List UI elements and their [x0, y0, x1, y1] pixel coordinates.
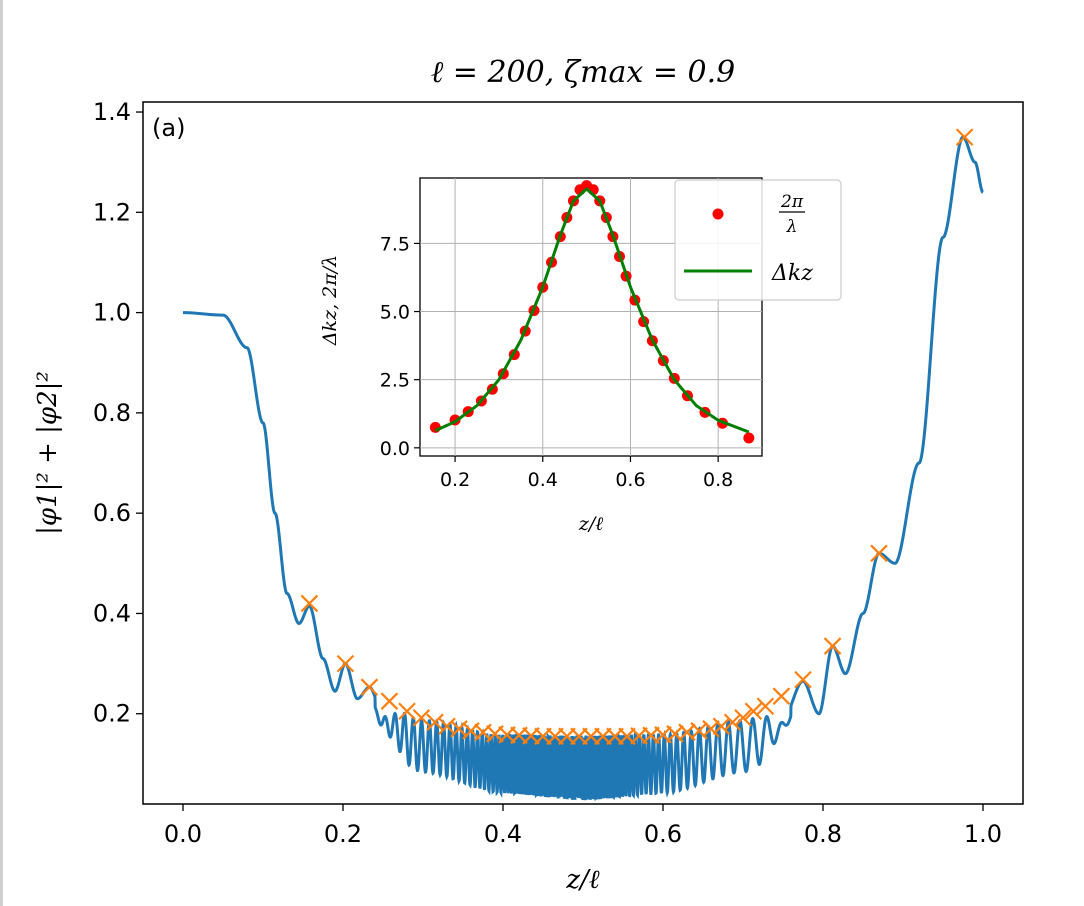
peak-marker: [734, 708, 752, 727]
inset-scatter-point: [743, 432, 755, 444]
main-x-tick-label: 0.0: [164, 820, 202, 848]
main-x-axis-label: z/ℓ: [565, 865, 599, 895]
peak-marker: [723, 713, 742, 732]
peak-marker: [360, 678, 379, 696]
peak-marker: [300, 594, 319, 613]
inset-dkz-line: [434, 187, 750, 434]
peak-marker: [412, 708, 431, 727]
main-y-tick-label: 0.8: [93, 399, 131, 427]
inset-x-tick-label: 0.2: [440, 469, 470, 491]
peak-marker: [955, 128, 974, 146]
main-x-tick-label: 0.4: [484, 820, 522, 848]
main-y-tick-label: 0.4: [93, 599, 131, 627]
legend-label-numerator: 2π: [780, 192, 804, 212]
peak-marker: [870, 544, 888, 563]
peak-marker: [823, 637, 842, 655]
main-y-axis-label: |φ1|² + |φ2|²: [33, 371, 63, 535]
inset-x-tick-label: 0.6: [615, 469, 645, 491]
main-y-tick-label: 1.4: [93, 98, 131, 126]
peak-marker: [772, 687, 791, 705]
inset-grid: [420, 178, 762, 456]
legend-box: [674, 179, 842, 301]
inset-y-tick-label: 2.5: [380, 370, 410, 392]
inset-y-ticks: 0.0 2.5 5.0 7.5: [380, 233, 420, 460]
main-y-tick-label: 0.6: [93, 499, 131, 527]
inset-y-tick-label: 0.0: [380, 438, 410, 460]
inset-y-tick-label: 5.0: [380, 302, 410, 324]
peak-marker: [744, 702, 763, 721]
main-x-tick-label: 0.8: [804, 820, 842, 848]
main-x-tick-label: 1.0: [964, 820, 1002, 848]
panel-label: (a): [152, 114, 185, 142]
inset-legend: 2π λ Δkz: [674, 179, 842, 301]
main-marks: [183, 128, 984, 802]
peak-marker: [702, 720, 720, 738]
legend-label-dkz: Δkz: [771, 261, 813, 286]
peak-marker: [756, 697, 775, 715]
main-y-tick-label: 0.2: [93, 700, 131, 728]
inset-marks: [429, 180, 755, 444]
peak-marker: [426, 713, 444, 732]
peak-marker: [712, 717, 731, 736]
inset-y-axis-label: Δkz, 2π/λ: [319, 255, 341, 346]
inset-plot: 0.2 0.4 0.6 0.8 0.02.55.07.5 z/ℓ Δkz, 2π/λ …: [319, 177, 842, 535]
main-x-tick-label: 0.6: [644, 820, 682, 848]
peak-marker: [336, 654, 355, 673]
peak-marker: [794, 670, 812, 689]
inset-y-tick-label: 7.5: [380, 233, 410, 255]
legend-label-denominator: λ: [786, 217, 798, 237]
peak-marker: [398, 702, 416, 721]
inset-x-ticks: 0.2 0.4 0.6 0.8: [440, 456, 733, 491]
inset-x-tick-label: 0.4: [528, 469, 558, 491]
main-series-line: [183, 135, 984, 802]
main-x-ticks: 0.0 0.2 0.4 0.6 0.8 1.0: [164, 804, 1002, 848]
inset-x-tick-label: 0.8: [703, 469, 733, 491]
main-x-tick-label: 0.2: [324, 820, 362, 848]
main-y-tick-label: 1.0: [93, 299, 131, 327]
main-y-ticks: 0.2 0.4 0.6 0.8 1.0 1.2 1.4: [93, 98, 143, 728]
chart-title: ℓ = 200, ζmax = 0.9: [431, 55, 735, 90]
main-y-tick-label: 1.2: [93, 198, 131, 226]
inset-x-axis-label: z/ℓ: [578, 513, 603, 535]
legend-dot-marker: [712, 208, 724, 220]
peak-marker: [380, 692, 399, 710]
